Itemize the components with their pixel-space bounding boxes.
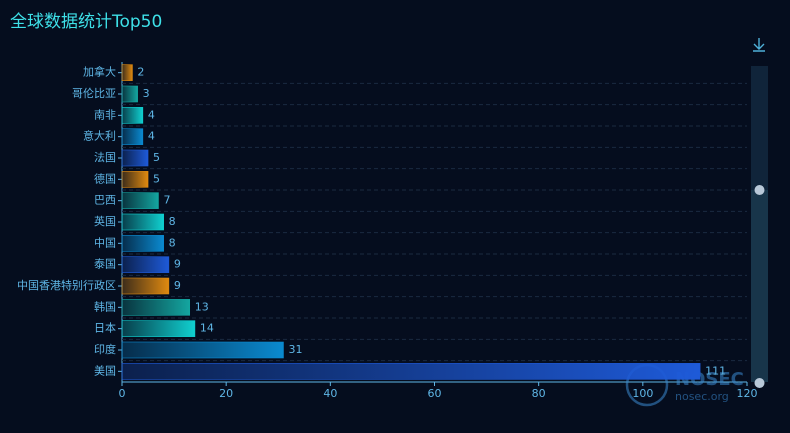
- y-tick-label: 中国香港特别行政区: [17, 278, 116, 292]
- slider-window: [751, 190, 768, 382]
- bar: [121, 192, 159, 209]
- x-tick-label: 60: [428, 387, 442, 400]
- y-tick-label: 泰国: [94, 257, 116, 271]
- value-label: 2: [137, 66, 144, 79]
- y-tick-label: 意大利: [83, 129, 116, 143]
- value-label: 4: [148, 108, 155, 121]
- y-tick-label: 哥伦比亚: [72, 86, 116, 100]
- bar: [121, 256, 170, 273]
- x-tick-label: 40: [323, 387, 337, 400]
- zoom-slider[interactable]: [751, 66, 768, 388]
- value-label: 8: [169, 236, 176, 249]
- y-tick-label: 巴西: [94, 194, 116, 207]
- bar: [121, 64, 133, 81]
- bar: [121, 128, 144, 145]
- bar: [121, 171, 149, 188]
- bar: [121, 85, 138, 103]
- bar: [121, 277, 170, 295]
- value-label: 4: [148, 130, 155, 143]
- bar: [121, 149, 149, 167]
- value-label: 31: [288, 343, 302, 356]
- value-label: 13: [195, 300, 209, 313]
- bar: [121, 299, 191, 316]
- value-label: 5: [153, 151, 160, 164]
- y-tick-label: 英国: [94, 214, 116, 228]
- slider-handle[interactable]: [754, 378, 765, 388]
- slider-handle[interactable]: [754, 185, 765, 195]
- value-label: 3: [143, 87, 150, 100]
- bar: [121, 341, 284, 359]
- value-label: 7: [163, 194, 170, 207]
- y-tick-label: 美国: [94, 364, 116, 377]
- value-label: 111: [705, 364, 726, 377]
- bar: [121, 235, 164, 252]
- bar: [121, 320, 196, 337]
- value-label: 9: [174, 279, 181, 292]
- y-tick-label: 韩国: [94, 299, 116, 313]
- y-tick-label: 日本: [94, 321, 116, 335]
- x-tick-label: 0: [119, 387, 126, 400]
- value-label: 5: [153, 172, 160, 185]
- y-tick-label: 德国: [94, 171, 116, 185]
- y-tick-label: 法国: [94, 150, 116, 164]
- watermark-site: nosec.org: [675, 390, 729, 403]
- x-tick-label: 100: [632, 387, 653, 400]
- chart-title: 全球数据统计Top50: [10, 12, 162, 32]
- y-tick-label: 印度: [94, 342, 116, 356]
- value-label: 14: [200, 322, 214, 335]
- y-tick-label: 加拿大: [83, 65, 116, 79]
- bar: [121, 363, 701, 380]
- x-tick-label: 20: [219, 387, 233, 400]
- value-label: 9: [174, 258, 181, 271]
- x-tick-label: 120: [737, 387, 758, 400]
- bar: [121, 213, 164, 231]
- y-tick-label: 中国: [94, 236, 116, 249]
- download-icon[interactable]: [753, 38, 765, 52]
- y-tick-label: 南非: [94, 108, 116, 121]
- value-label: 8: [169, 215, 176, 228]
- x-tick-label: 80: [532, 387, 546, 400]
- bar: [121, 107, 144, 124]
